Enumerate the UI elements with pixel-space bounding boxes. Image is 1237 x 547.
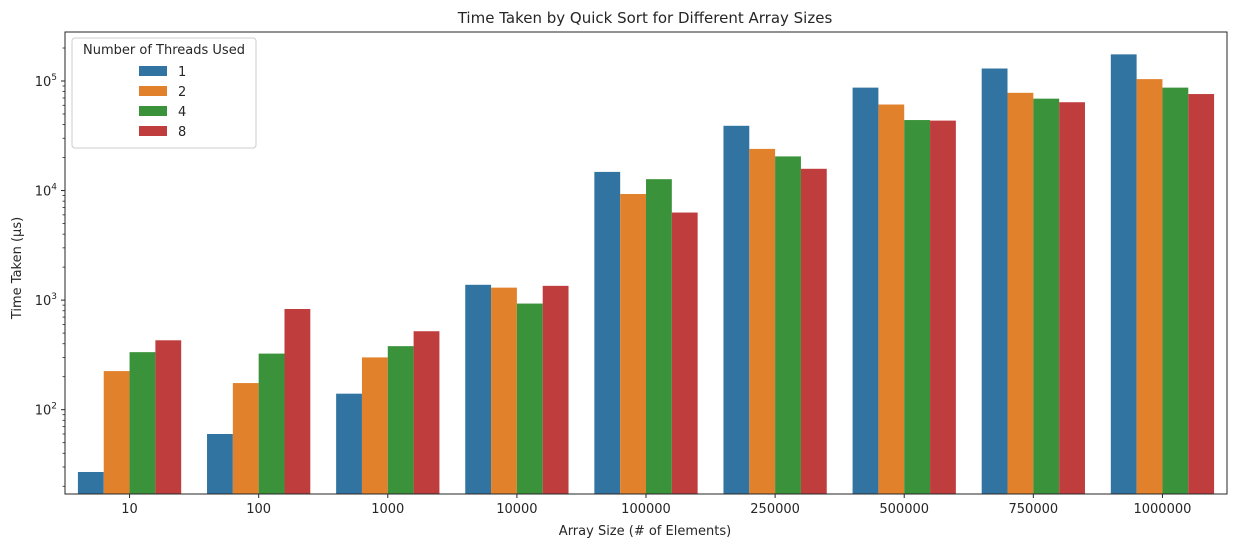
bar-100-threads-1 (207, 433, 233, 494)
bar-1000000-threads-8 (1188, 94, 1215, 494)
bar-10-threads-1 (77, 471, 104, 494)
bar-1000-threads-1 (336, 393, 362, 494)
y-tick-label: 102 (35, 402, 57, 419)
bar-1000-threads-8 (413, 331, 440, 494)
bar-1000000-threads-2 (1136, 79, 1163, 495)
bar-10-threads-2 (103, 371, 130, 494)
bar-100-threads-8 (284, 308, 311, 494)
x-tick-label: 500000 (879, 502, 929, 517)
legend-swatch-1 (139, 66, 167, 76)
bar-250000-threads-8 (800, 168, 827, 494)
bar-750000-threads-1 (981, 68, 1008, 495)
legend-swatch-8 (139, 126, 167, 136)
y-tick-label: 104 (35, 183, 58, 200)
x-tick-label: 250000 (750, 502, 800, 517)
bar-1000-threads-2 (361, 357, 388, 494)
legend-swatch-2 (139, 86, 167, 96)
chart-title: Time Taken by Quick Sort for Different A… (457, 9, 833, 27)
x-tick-label: 750000 (1009, 502, 1059, 517)
bar-750000-threads-8 (1059, 102, 1085, 494)
bar-750000-threads-2 (1007, 92, 1034, 494)
bar-100000-threads-4 (646, 179, 672, 495)
bar-500000-threads-4 (904, 120, 931, 495)
bar-10000-threads-1 (465, 284, 492, 494)
bar-10-threads-4 (129, 352, 156, 494)
x-tick-label: 1000000 (1133, 502, 1191, 517)
x-tick-label: 10000 (496, 502, 537, 517)
legend-label-8: 8 (178, 125, 186, 140)
bar-100000-threads-2 (620, 194, 646, 495)
bar-500000-threads-2 (878, 104, 905, 494)
x-axis-ticks: 10 100 1000 10000 100000 250000 500000 750000 10… (121, 494, 1191, 517)
y-tick-label: 105 (35, 73, 57, 90)
bar-100000-threads-1 (594, 171, 621, 494)
y-axis-label: Time Taken (μs) (10, 217, 25, 320)
legend-label-4: 4 (178, 105, 186, 120)
bar-750000-threads-4 (1033, 98, 1060, 494)
legend-label-1: 1 (178, 65, 186, 80)
legend-swatch-4 (139, 106, 167, 116)
y-axis-ticks: 102 103 104 105 (35, 47, 65, 487)
y-tick-label: 103 (35, 292, 57, 309)
x-axis-label: Array Size (# of Elements) (559, 524, 731, 539)
x-tick-label: 10 (121, 502, 138, 517)
bar-250000-threads-2 (749, 148, 776, 494)
bar-10000-threads-8 (542, 285, 569, 494)
legend-items: 1 2 4 8 (139, 65, 186, 140)
bar-10000-threads-2 (491, 287, 517, 494)
legend-label-2: 2 (178, 85, 186, 100)
legend: Number of Threads Used 1 2 4 8 (71, 37, 257, 149)
bar-500000-threads-8 (930, 120, 956, 495)
bar-250000-threads-4 (775, 156, 801, 495)
bar-250000-threads-1 (723, 125, 750, 494)
x-tick-label: 100000 (621, 502, 671, 517)
bar-10-threads-8 (155, 340, 182, 494)
bar-100000-threads-8 (671, 212, 698, 494)
plot-frame (64, 31, 1228, 495)
bar-100-threads-2 (232, 383, 259, 494)
x-tick-label: 100 (246, 502, 271, 517)
bar-10000-threads-4 (516, 303, 543, 494)
bars-group (77, 54, 1215, 495)
legend-title: Number of Threads Used (83, 43, 245, 58)
bar-1000-threads-4 (387, 346, 414, 494)
x-tick-label: 1000 (371, 502, 404, 517)
bar-500000-threads-1 (852, 87, 879, 495)
bar-1000000-threads-1 (1110, 54, 1137, 494)
bar-1000000-threads-4 (1162, 87, 1189, 495)
bar-100-threads-4 (258, 353, 285, 494)
